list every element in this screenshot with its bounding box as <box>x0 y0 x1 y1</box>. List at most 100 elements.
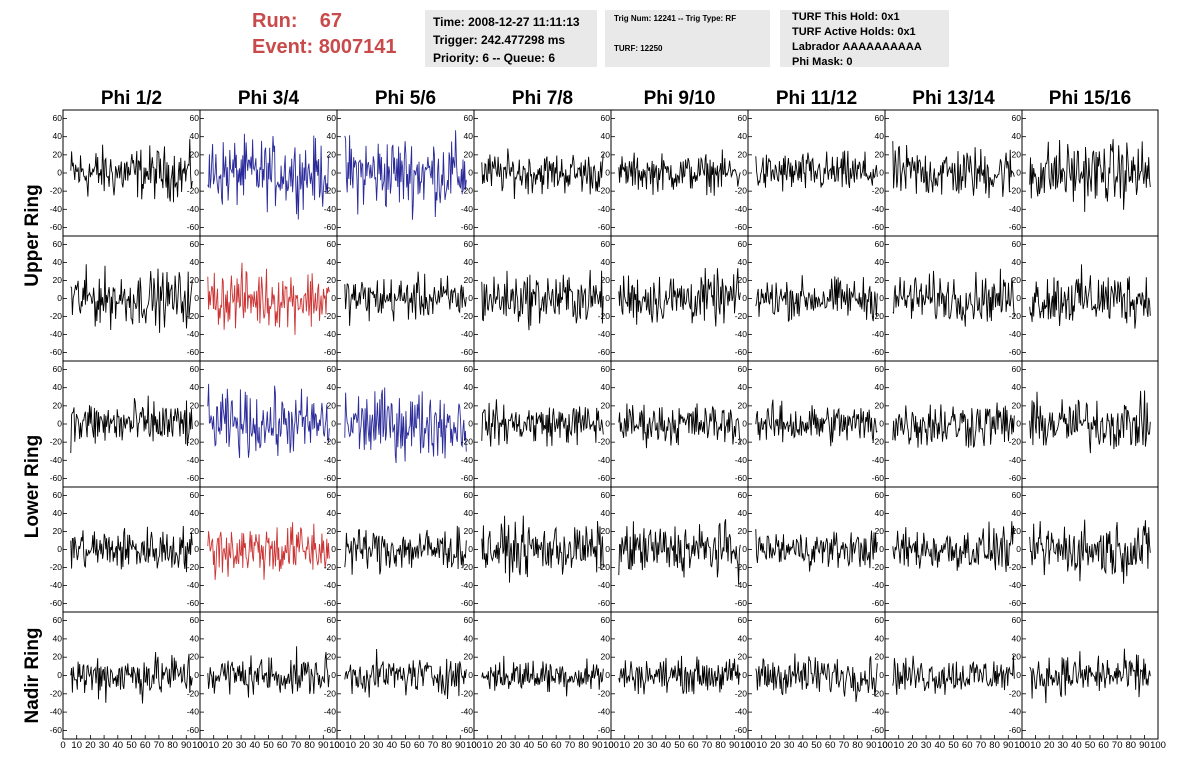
waveform-trace <box>618 655 741 695</box>
y-tick-label: -40 <box>50 580 63 590</box>
y-tick-label: -40 <box>598 580 611 590</box>
panel-r1-c8: -60 -40 -20 0 20 40 60 <box>1009 109 1159 237</box>
y-tick-label: 20 <box>190 652 200 662</box>
y-tick-label: 40 <box>875 382 885 392</box>
y-tick-label: 60 <box>875 239 885 249</box>
x-tick-label: 60 <box>962 740 973 751</box>
x-tick-label: 20 <box>907 740 918 751</box>
y-tick-label: 0 <box>331 670 336 680</box>
y-tick-label: 60 <box>464 490 474 500</box>
panel-r5-c7: -60 -40 -20 0 20 40 60 <box>872 611 1023 740</box>
y-tick-label: 20 <box>190 400 200 410</box>
y-tick-label: -20 <box>50 562 63 572</box>
y-tick-label: 0 <box>194 168 199 178</box>
y-tick-label: -40 <box>872 204 885 214</box>
y-tick-label: 40 <box>601 382 611 392</box>
x-tick-label: 70 <box>976 740 987 751</box>
y-tick-label: 40 <box>327 508 337 518</box>
x-tick-label: 50 <box>811 740 822 751</box>
y-tick-label: 40 <box>875 633 885 643</box>
y-tick-label: -20 <box>735 311 748 321</box>
x-tick-label: 10 <box>756 740 767 751</box>
y-tick-label: 20 <box>875 149 885 159</box>
y-tick-label: -20 <box>598 311 611 321</box>
y-tick-label: -60 <box>735 725 748 735</box>
waveform-trace <box>1029 264 1151 329</box>
y-tick-label: 60 <box>875 364 885 374</box>
panel-r4-c1: -60 -40 -20 0 20 40 60 <box>50 486 201 613</box>
panel-r5-c8: -60 -40 -20 0 20 40 60 <box>1009 611 1159 740</box>
y-tick-label: -60 <box>461 347 474 357</box>
y-tick-label: -40 <box>187 204 200 214</box>
waveform-trace <box>1029 519 1151 584</box>
y-tick-label: -60 <box>324 598 337 608</box>
x-tick-label: 100 <box>192 740 208 751</box>
y-tick-label: -60 <box>187 222 200 232</box>
y-tick-label: 60 <box>327 364 337 374</box>
x-tick-label: 30 <box>236 740 247 751</box>
y-tick-label: 0 <box>194 670 199 680</box>
waveform-trace <box>618 267 741 327</box>
y-tick-label: -20 <box>187 311 200 321</box>
x-tick-label: 30 <box>373 740 384 751</box>
x-tick-label: 80 <box>715 740 726 751</box>
waveform-trace <box>755 275 878 322</box>
y-tick-label: 20 <box>327 526 337 536</box>
y-tick-label: 0 <box>605 419 610 429</box>
y-tick-label: -60 <box>598 725 611 735</box>
y-tick-label: 20 <box>875 400 885 410</box>
x-tick-label: 90 <box>592 740 603 751</box>
panel-r5-c5: -60 -40 -20 0 20 40 60 <box>598 611 749 740</box>
y-tick-label: 20 <box>190 149 200 159</box>
panel-frame <box>199 486 338 613</box>
panel-frame <box>336 109 475 237</box>
x-tick-label: 20 <box>633 740 644 751</box>
x-tick-label: 20 <box>496 740 507 751</box>
panel-frame <box>336 235 475 362</box>
y-tick-label: -60 <box>324 473 337 483</box>
panel-r3-c6: -60 -40 -20 0 20 40 60 <box>735 360 886 488</box>
y-tick-label: 60 <box>601 490 611 500</box>
y-tick-label: 20 <box>464 275 474 285</box>
y-tick-label: 60 <box>601 364 611 374</box>
panel-r3-c8: -60 -40 -20 0 20 40 60 <box>1009 360 1159 488</box>
y-tick-label: -60 <box>1009 222 1022 232</box>
y-tick-label: -20 <box>324 562 337 572</box>
y-tick-label: -40 <box>735 204 748 214</box>
column-header-phi-7: Phi 13/14 <box>912 88 995 109</box>
panel-frame <box>884 360 1023 488</box>
y-tick-label: 60 <box>875 615 885 625</box>
time-info-box: Time: 2008-12-27 11:11:13 Trigger: 242.4… <box>425 10 597 67</box>
y-tick-label: -20 <box>872 688 885 698</box>
x-tick-label: 40 <box>1071 740 1082 751</box>
x-tick-label: 0 <box>608 740 613 751</box>
y-tick-label: 40 <box>1012 382 1022 392</box>
waveform-trace <box>207 262 330 335</box>
y-tick-label: -40 <box>461 455 474 465</box>
y-tick-label: -60 <box>598 347 611 357</box>
y-tick-label: 60 <box>601 113 611 123</box>
waveform-trace <box>344 130 467 220</box>
y-tick-label: 0 <box>331 544 336 554</box>
priority-text: Priority: 6 -- Queue: 6 <box>433 51 556 65</box>
y-tick-label: -40 <box>50 707 63 717</box>
y-tick-label: 20 <box>738 149 748 159</box>
panel-r2-c7: -60 -40 -20 0 20 40 60 <box>872 235 1023 362</box>
y-tick-label: 20 <box>464 400 474 410</box>
waveform-trace <box>481 148 604 200</box>
y-tick-label: -20 <box>324 311 337 321</box>
y-tick-label: -60 <box>1009 347 1022 357</box>
column-header-phi-5: Phi 9/10 <box>644 88 716 109</box>
x-tick-label: 50 <box>674 740 685 751</box>
y-tick-label: 20 <box>190 275 200 285</box>
run-event-box: Run: 67 Event: 8007141 <box>252 8 397 60</box>
x-tick-label: 0 <box>882 740 887 751</box>
y-tick-label: -20 <box>598 186 611 196</box>
panel-r1-c1: -60 -40 -20 0 20 40 60 <box>50 109 201 237</box>
panel-frame <box>884 235 1023 362</box>
y-tick-label: -20 <box>461 186 474 196</box>
y-tick-label: -20 <box>872 186 885 196</box>
y-tick-label: 20 <box>53 652 63 662</box>
run-value: 67 <box>319 10 343 32</box>
y-tick-label: -60 <box>1009 725 1022 735</box>
